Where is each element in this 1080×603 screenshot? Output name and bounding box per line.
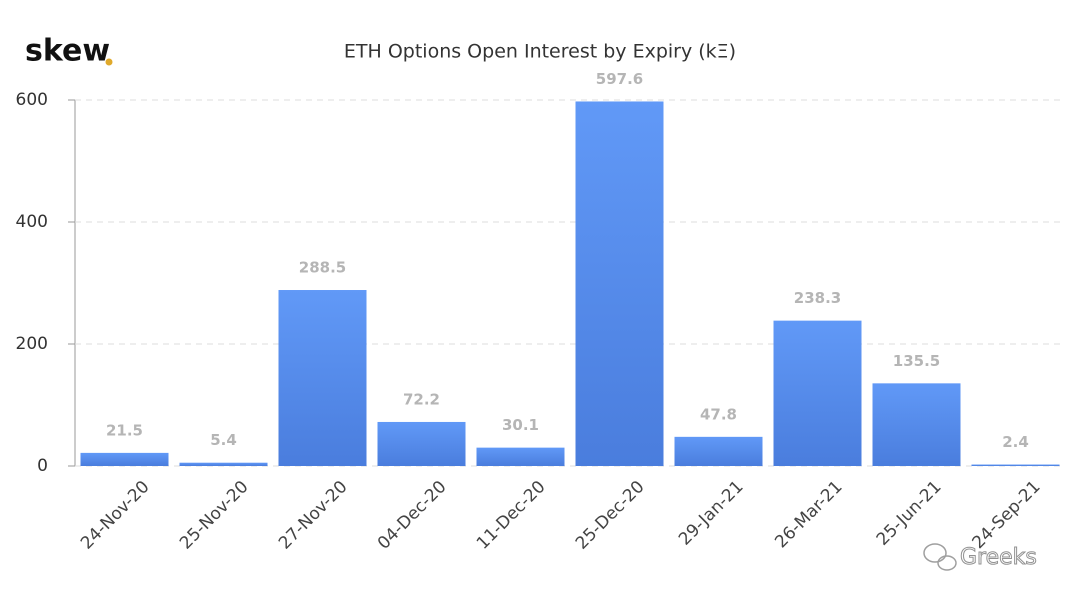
value-label: 288.5	[299, 259, 346, 277]
watermark-icon	[937, 555, 957, 571]
value-label: 47.8	[700, 405, 737, 423]
bar	[872, 383, 961, 466]
value-label: 597.6	[596, 70, 643, 88]
bar	[674, 436, 763, 466]
x-tick-label: 25-Dec-20	[572, 477, 649, 554]
x-tick-label: 25-Jun-21	[873, 477, 946, 550]
bar	[377, 421, 466, 466]
bar	[278, 290, 367, 466]
value-label: 30.1	[502, 416, 539, 434]
x-tick-label: 27-Nov-20	[275, 477, 352, 554]
value-label: 21.5	[106, 421, 143, 439]
x-tick-label: 29-Jan-21	[675, 477, 748, 550]
x-tick-label: 04-Dec-20	[374, 477, 451, 554]
logo-dot	[105, 58, 113, 66]
x-tick-label: 25-Nov-20	[176, 477, 253, 554]
watermark-icon	[923, 543, 947, 563]
bar	[476, 447, 565, 466]
x-tick-label: 24-Nov-20	[77, 477, 154, 554]
bar	[575, 101, 664, 467]
y-tick-label: 400	[16, 212, 48, 232]
value-label: 5.4	[210, 431, 237, 449]
x-tick-label: 11-Dec-20	[473, 477, 550, 554]
bar	[971, 464, 1060, 466]
value-label: 238.3	[794, 289, 841, 307]
chart-title: ETH Options Open Interest by Expiry (kΞ)	[344, 41, 736, 63]
y-tick-label: 600	[16, 90, 48, 110]
x-tick-label: 26-Mar-21	[771, 477, 846, 552]
value-label: 72.2	[403, 390, 440, 408]
value-label: 135.5	[893, 352, 940, 370]
bar	[773, 320, 862, 466]
watermark: Greeks	[923, 543, 1037, 571]
y-tick-label: 0	[37, 456, 48, 476]
y-tick-label: 200	[16, 334, 48, 354]
bar	[80, 452, 169, 466]
value-label: 2.4	[1002, 433, 1029, 451]
bar	[179, 462, 268, 466]
watermark-text: Greeks	[960, 545, 1037, 570]
logo: skew	[25, 34, 110, 69]
x-tick-label: 24-Sep-21	[969, 477, 1045, 553]
